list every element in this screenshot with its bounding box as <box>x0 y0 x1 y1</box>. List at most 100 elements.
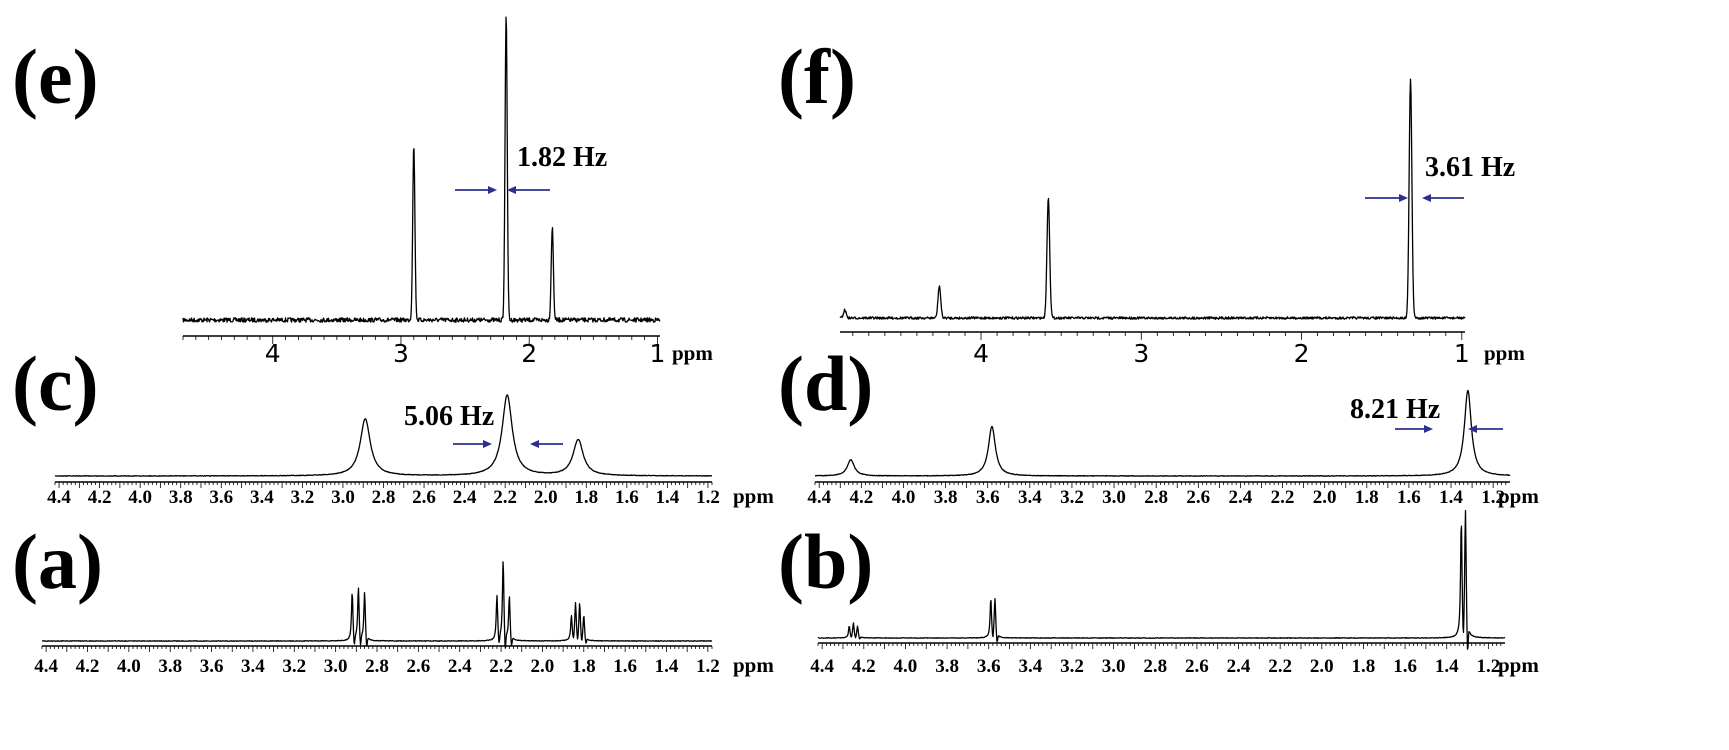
x-axis-unit: ppm <box>733 484 774 508</box>
x-tick-label: 3.6 <box>976 487 1000 508</box>
linewidth-annotation: 1.82 Hz <box>517 142 607 173</box>
spectrum-trace <box>41 561 713 649</box>
x-tick-label: 4.0 <box>894 656 918 677</box>
spectrum-panel-f: (f) 4 3 2 1 ppm 3.61 Hz <box>778 33 1525 368</box>
x-tick-label: 1.4 <box>655 656 679 677</box>
panel-label: (b) <box>778 518 873 605</box>
left-arrowhead <box>1424 425 1433 433</box>
x-tick-label: 3.0 <box>1102 656 1126 677</box>
x-tick-label: 2.2 <box>489 656 513 677</box>
x-tick-label: 3.0 <box>331 487 355 508</box>
x-tick-label: 2.6 <box>1186 487 1210 508</box>
x-tick-label: 3.6 <box>209 487 233 508</box>
linewidth-annotation: 8.21 Hz <box>1350 394 1440 425</box>
x-tick-label: 2.2 <box>1271 487 1295 508</box>
x-axis-unit: ppm <box>1498 653 1539 677</box>
x-tick-label: 2.0 <box>1313 487 1337 508</box>
x-tick-label: 2.8 <box>372 487 396 508</box>
x-tick-label: 4 <box>265 339 281 368</box>
spectrum-trace <box>817 509 1506 650</box>
x-tick-label: 4.4 <box>47 487 71 508</box>
panel-label: (a) <box>12 518 103 605</box>
x-tick-label: 1.8 <box>1352 656 1376 677</box>
x-axis-unit: ppm <box>1484 341 1525 365</box>
x-tick-label: 1.6 <box>613 656 637 677</box>
x-tick-label: 1.2 <box>696 656 720 677</box>
x-tick-label: 4.0 <box>128 487 152 508</box>
x-tick-label: 2.6 <box>1185 656 1209 677</box>
x-tick-label: 2 <box>521 339 537 368</box>
left-arrowhead <box>1399 194 1408 202</box>
x-tick-label: 2.6 <box>412 487 436 508</box>
x-tick-label: 2.8 <box>365 656 389 677</box>
x-tick-label: 1.8 <box>572 656 596 677</box>
x-tick-label: 2.8 <box>1144 487 1168 508</box>
spectrum-trace <box>814 389 1511 477</box>
x-tick-label: 2.4 <box>1227 656 1251 677</box>
panel-label: (c) <box>12 340 99 427</box>
panel-label: (f) <box>778 33 856 120</box>
spectrum-panel-e: (e) 4 3 2 1 ppm 1.82 Hz <box>12 16 713 368</box>
x-tick-label: 1.6 <box>1393 656 1417 677</box>
x-tick-label: 3.2 <box>1060 487 1084 508</box>
x-tick-label: 1.6 <box>615 487 639 508</box>
x-tick-label: 3.8 <box>935 656 959 677</box>
x-tick-label: 4.2 <box>849 487 873 508</box>
x-tick-label: 2.0 <box>534 487 558 508</box>
x-tick-label: 2.4 <box>448 656 472 677</box>
left-arrowhead <box>488 186 497 194</box>
spectrum-trace <box>182 16 661 323</box>
x-tick-label: 2.4 <box>1229 487 1253 508</box>
panel-label: (e) <box>12 33 99 120</box>
x-tick-label: 3.8 <box>169 487 193 508</box>
spectrum-trace <box>54 394 713 477</box>
right-arrowhead <box>1422 194 1431 202</box>
x-tick-label: 4.4 <box>810 656 834 677</box>
x-tick-label: 1.8 <box>1355 487 1379 508</box>
linewidth-annotation: 3.61 Hz <box>1425 152 1515 183</box>
x-tick-label: 1.4 <box>1435 656 1459 677</box>
x-tick-label: 2 <box>1294 339 1310 368</box>
x-tick-label: 3.8 <box>158 656 182 677</box>
x-tick-label: 2.2 <box>493 487 517 508</box>
x-tick-label: 1.4 <box>656 487 680 508</box>
x-tick-label: 4.2 <box>852 656 876 677</box>
x-tick-label: 3.4 <box>241 656 265 677</box>
x-tick-label: 1.2 <box>1476 656 1500 677</box>
right-arrowhead <box>507 186 516 194</box>
x-tick-label: 4.2 <box>76 656 100 677</box>
left-arrowhead <box>483 440 492 448</box>
x-tick-label: 1.4 <box>1439 487 1463 508</box>
x-tick-label: 3 <box>393 339 409 368</box>
spectrum-panel-a: (a) 4.4 4.2 4.0 3.8 3.6 3.4 3.2 3.0 2.8 2.6 2.4 2.2 2… <box>12 518 774 677</box>
x-tick-label: 1.6 <box>1397 487 1421 508</box>
x-tick-label: 3.4 <box>250 487 274 508</box>
x-tick-label: 2.8 <box>1143 656 1167 677</box>
x-tick-label: 1.2 <box>696 487 720 508</box>
x-tick-label: 3 <box>1133 339 1149 368</box>
x-tick-label: 3.2 <box>291 487 315 508</box>
x-tick-label: 2.6 <box>406 656 430 677</box>
linewidth-annotation: 5.06 Hz <box>404 401 494 432</box>
spectrum-panel-b: (b) 4.4 4.2 4.0 3.8 3.6 3.4 3.2 3.0 2.8 2.6 2.4 2.2 2… <box>778 509 1539 677</box>
x-tick-label: 3.0 <box>324 656 348 677</box>
x-tick-label: 2.4 <box>453 487 477 508</box>
spectrum-panel-d: (d) 4.4 4.2 4.0 3.8 3.6 3.4 3.2 3.0 2.8 2.6 2.4 2.2 2… <box>778 340 1539 508</box>
x-tick-label: 3.4 <box>1018 487 1042 508</box>
x-tick-label: 2.0 <box>1310 656 1334 677</box>
x-tick-label: 1.2 <box>1481 487 1505 508</box>
x-tick-label: 1 <box>1454 339 1470 368</box>
x-tick-label: 2.0 <box>531 656 555 677</box>
x-tick-label: 4.0 <box>892 487 916 508</box>
x-tick-label: 2.2 <box>1268 656 1292 677</box>
panel-label: (d) <box>778 340 873 427</box>
spectrum-trace <box>839 78 1466 320</box>
x-tick-label: 3.2 <box>1060 656 1084 677</box>
x-tick-label: 3.6 <box>977 656 1001 677</box>
x-axis-unit: ppm <box>1498 484 1539 508</box>
right-arrowhead <box>530 440 539 448</box>
x-axis-unit: ppm <box>733 653 774 677</box>
x-tick-label: 4.4 <box>34 656 58 677</box>
right-arrowhead <box>1468 425 1477 433</box>
